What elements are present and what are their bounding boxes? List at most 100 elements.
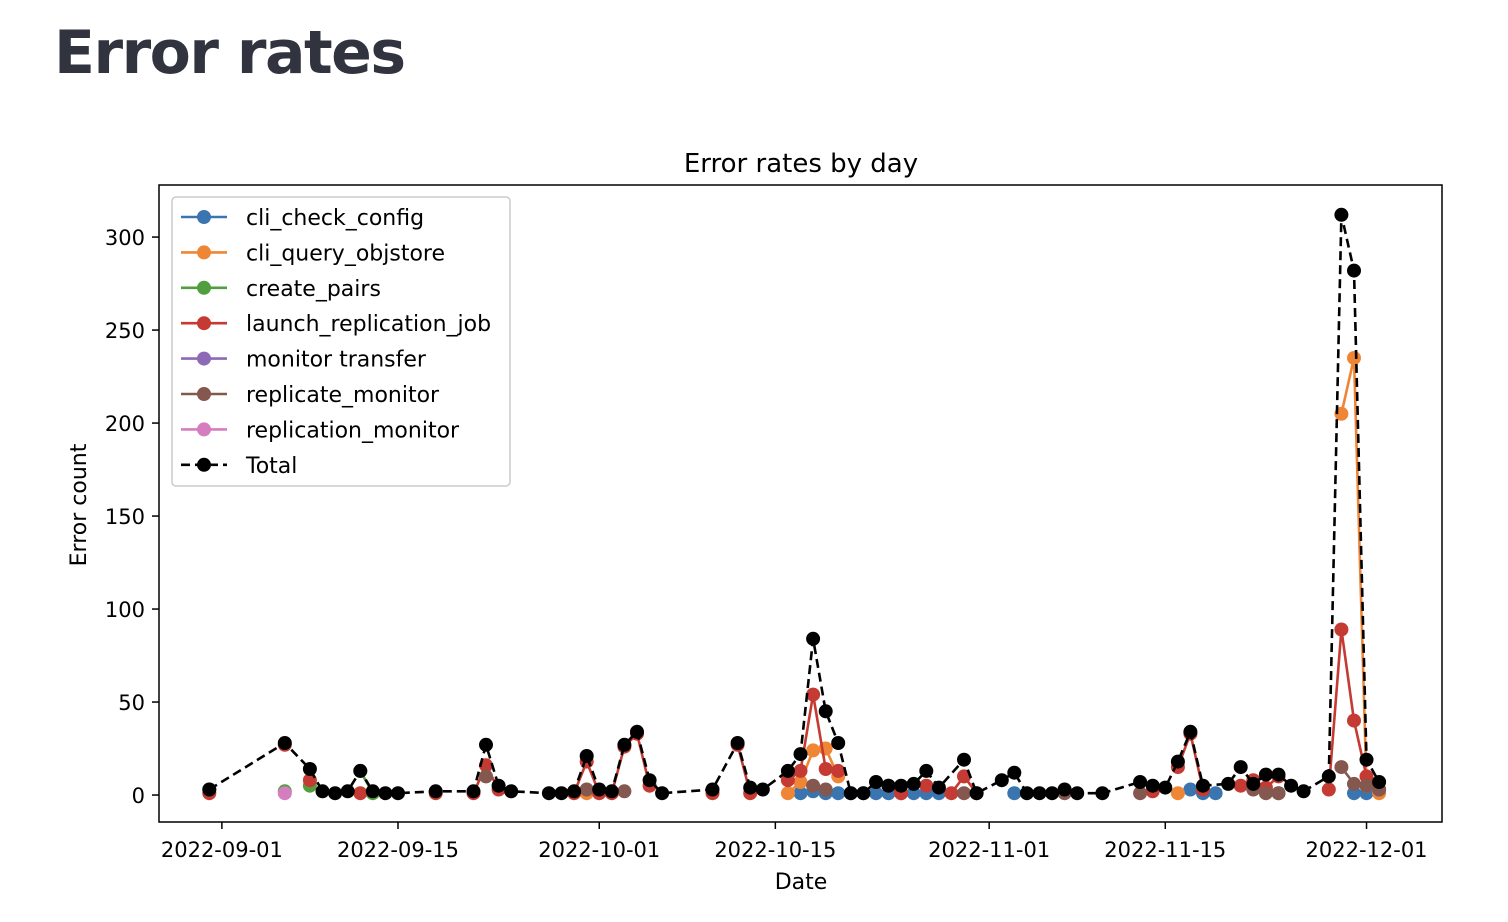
data-point-replication-monitor: [277, 786, 292, 801]
data-point-replicate-monitor: [1334, 760, 1349, 775]
data-point-replicate-monitor: [1271, 786, 1286, 801]
data-point-total: [353, 763, 368, 778]
legend-box: [171, 196, 511, 487]
data-point-total: [780, 763, 795, 778]
y-axis: 0 50 100 150 200 250 300: [105, 226, 159, 808]
data-point-launch-replication-job: [1321, 782, 1336, 797]
data-point-total: [378, 786, 393, 801]
x-tick-label: 2022-09-15: [337, 838, 459, 862]
data-point-total: [705, 782, 720, 797]
data-point-cli-check-config: [869, 786, 883, 801]
data-point-total: [1170, 754, 1185, 769]
data-point-total: [604, 784, 619, 799]
data-point-total: [328, 786, 343, 801]
data-point-replicate-monitor: [1258, 786, 1273, 801]
data-point-total: [994, 773, 1009, 788]
x-tick-label: 2022-12-01: [1306, 838, 1428, 862]
y-axis-label: Error count: [67, 443, 92, 566]
data-point-launch-replication-job: [793, 763, 808, 778]
data-point-total: [491, 778, 506, 793]
data-point-total: [541, 786, 556, 801]
data-point-replicate-monitor: [579, 782, 594, 797]
y-tick-label: 250: [105, 319, 145, 343]
data-point-total: [1296, 784, 1311, 799]
data-point-launch-replication-job: [818, 762, 833, 776]
y-tick-label: 150: [105, 505, 145, 529]
data-point-total: [881, 778, 896, 793]
data-point-total: [818, 704, 833, 719]
y-tick-label: 50: [118, 691, 145, 715]
y-tick-label: 300: [105, 226, 145, 250]
data-point-cli-query-objstore: [780, 786, 795, 801]
x-axis: 2022-09-01 2022-09-15 2022-10-01 2022-10-15…: [161, 822, 1428, 862]
data-point-launch-replication-job: [806, 687, 821, 702]
data-point-total: [504, 784, 519, 799]
data-point-total: [277, 736, 292, 750]
data-point-total: [1196, 778, 1210, 793]
legend-label-monitor-transfer: monitor transfer: [246, 348, 427, 373]
data-point-cli-check-config: [1007, 786, 1022, 801]
data-point-total: [340, 784, 355, 799]
data-point-total: [856, 786, 871, 801]
data-point-cli-check-config: [1183, 782, 1198, 797]
legend-marker-create-pairs: [197, 280, 211, 295]
y-tick-label: 0: [132, 784, 145, 808]
data-point-total: [655, 786, 670, 801]
data-point-launch-replication-job: [1334, 622, 1349, 637]
data-point-total: [1359, 752, 1374, 767]
y-tick-label: 100: [105, 598, 145, 622]
data-point-cli-query-objstore: [806, 743, 821, 758]
data-point-total: [1258, 767, 1273, 782]
legend-marker-cli-query-objstore: [197, 245, 211, 260]
legend-marker-replication-monitor: [197, 422, 211, 437]
data-point-total: [579, 749, 594, 763]
data-point-total: [1271, 767, 1286, 782]
legend-marker-total: [197, 457, 211, 472]
data-point-total: [202, 782, 217, 797]
data-point-cli-query-objstore: [1170, 786, 1185, 801]
legend: cli_check_config cli_query_objstorecreate…: [171, 196, 511, 487]
data-point-total: [1347, 263, 1361, 278]
series-line-cli-query-objstore: [1340, 356, 1380, 795]
x-tick-label: 2022-10-15: [714, 838, 836, 862]
data-point-total: [957, 752, 971, 767]
data-point-total: [906, 776, 921, 791]
data-point-total: [365, 784, 380, 799]
data-point-total: [302, 762, 317, 776]
legend-marker-launch-replication-job: [197, 316, 211, 331]
legend-label-launch-replication-job: launch_replication_job: [246, 312, 491, 337]
data-point-total: [428, 784, 443, 799]
data-point-total: [1246, 776, 1261, 791]
data-point-replicate-monitor: [957, 786, 971, 801]
data-point-total: [843, 786, 858, 801]
data-point-total: [1233, 760, 1248, 775]
data-point-total: [1183, 724, 1198, 739]
data-point-total: [567, 784, 582, 799]
axes-frame: [158, 184, 1443, 823]
data-point-total: [1372, 775, 1387, 789]
data-point-total: [1007, 765, 1022, 780]
data-point-total: [1095, 786, 1110, 801]
x-tick-label: 2022-11-01: [928, 838, 1050, 862]
data-point-replicate-monitor: [1133, 786, 1148, 801]
legend-label-cli-query-objstore: cli_query_objstore: [246, 241, 445, 266]
legend-marker-replicate-monitor: [197, 387, 211, 401]
data-point-total: [391, 786, 405, 801]
data-point-cli-query-objstore: [793, 775, 808, 789]
data-point-total: [1070, 786, 1085, 801]
legend-label-replication-monitor: replication_monitor: [246, 418, 460, 443]
legend-marker-cli-check-config: [197, 210, 211, 224]
data-point-total: [793, 747, 808, 762]
data-point-total: [1221, 776, 1236, 791]
data-point-total: [743, 780, 758, 795]
x-tick-label: 2022-09-01: [161, 838, 283, 862]
data-point-launch-replication-job: [957, 769, 971, 784]
data-point-launch-replication-job: [944, 786, 959, 801]
data-point-total: [1145, 778, 1160, 793]
data-point-total: [1284, 778, 1299, 793]
data-point-total: [806, 631, 821, 646]
data-point-replicate-monitor: [1359, 778, 1374, 793]
data-point-replicate-monitor: [479, 769, 493, 784]
data-point-total: [969, 786, 984, 801]
y-tick-label: 200: [105, 412, 145, 436]
